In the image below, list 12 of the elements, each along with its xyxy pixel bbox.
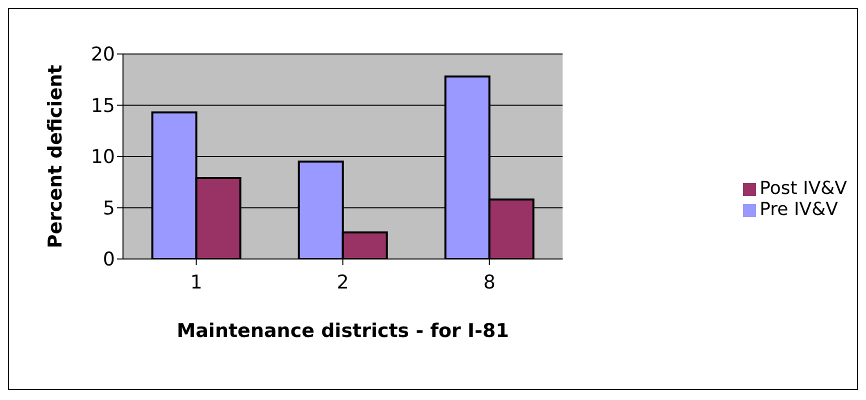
x-axis-title: Maintenance districts - for I-81: [176, 320, 509, 342]
y-tick-label: 0: [102, 248, 115, 271]
legend-label: Post IV&V: [760, 178, 847, 199]
y-tick-label: 20: [90, 44, 115, 66]
legend-label: Pre IV&V: [760, 199, 838, 220]
x-tick-label: 2: [336, 271, 349, 294]
y-tick-label: 5: [102, 197, 115, 220]
x-tick-label: 1: [190, 271, 202, 294]
y-tick-label: 10: [90, 146, 115, 168]
y-axis-title: Percent deficient: [44, 64, 67, 248]
y-tick-label: 15: [90, 94, 115, 117]
x-tick-label: 8: [483, 271, 496, 294]
